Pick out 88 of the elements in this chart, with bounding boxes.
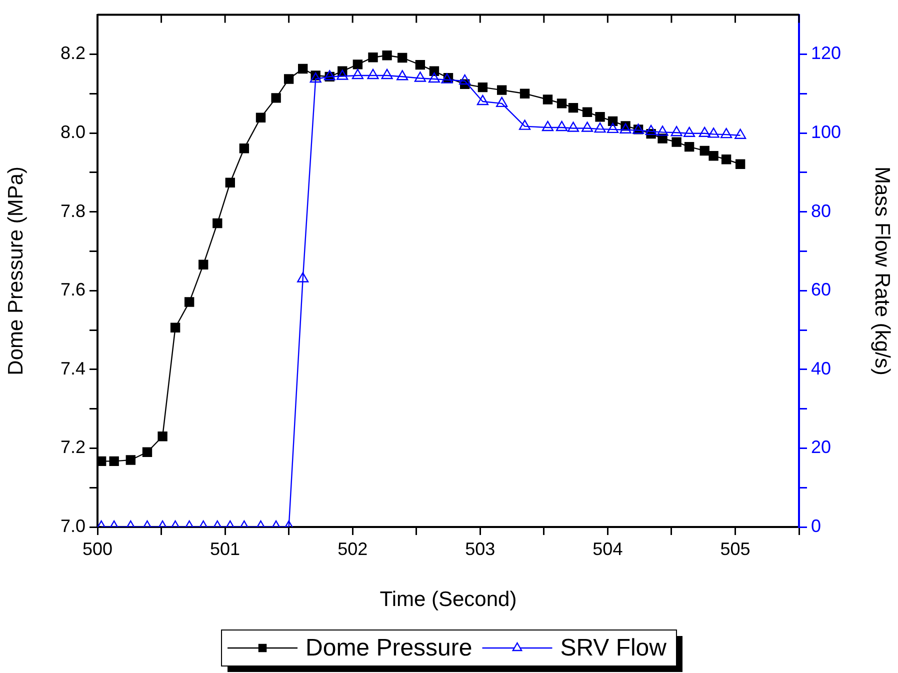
point [606,122,619,134]
point [620,123,632,134]
point [367,68,379,80]
point [352,60,363,70]
point [656,126,668,136]
point [415,60,426,70]
point [582,107,592,117]
point [170,322,180,332]
point [698,126,710,137]
point [645,124,657,136]
y-tick-label: 7.8 [60,200,86,221]
point [428,72,440,83]
y2-tick-label: 100 [811,122,842,142]
point [396,70,408,80]
point [271,93,281,103]
point [595,112,605,122]
y2-tick-label: 0 [811,516,822,536]
x-tick-label: 501 [210,538,240,559]
point [670,126,682,136]
y-tick-label: 7.6 [60,280,86,300]
point [594,122,606,133]
point [478,82,488,92]
point [310,72,322,83]
y-axis-title: Dome Pressure (MPa) [4,166,28,376]
y2-tick-label: 120 [811,43,842,64]
y2-tick-label: 80 [811,200,832,221]
point [225,178,235,188]
y2-tick-label: 20 [811,437,832,458]
x-tick-label: 500 [82,538,113,559]
point [212,218,222,228]
point [336,70,348,80]
point [414,72,426,82]
point [239,144,250,154]
point [708,151,718,161]
point [708,128,720,138]
point [142,447,152,457]
point [298,64,308,74]
y-tick-label: 8.2 [60,43,86,64]
point [198,260,208,270]
y-tick-label: 7.4 [60,358,86,378]
legend-label: SRV Flow [560,634,668,662]
point [684,126,696,137]
point [608,116,618,126]
point [556,98,567,108]
point [581,122,594,132]
y2-axis-title: Mass Flow Rate (kg/s) [870,166,894,376]
point [518,120,531,130]
point [297,272,309,282]
point [397,52,408,63]
y-tick-label: 7.0 [60,516,86,536]
point [158,432,168,442]
point [567,122,580,132]
point [542,120,554,132]
point [496,96,508,108]
point [684,142,694,152]
x-tick-label: 502 [338,538,368,559]
point [672,137,682,147]
x-tick-label: 503 [465,538,496,559]
point [382,50,392,60]
y-tick-label: 8.0 [60,122,86,142]
y2-tick-label: 40 [811,358,832,378]
legend-label: Dome Pressure [306,634,472,662]
point [556,120,568,132]
point [459,74,471,85]
point [542,94,553,104]
x-axis-title: Time (Second) [380,588,517,612]
point [284,74,294,84]
point [520,88,530,98]
point [184,297,194,307]
point [381,68,393,80]
point [700,146,710,156]
point [352,68,364,80]
y2-tick-label: 60 [811,280,832,300]
point [568,102,578,113]
point [496,85,507,95]
point [476,94,488,106]
y-tick-label: 7.2 [60,437,86,458]
point [720,128,732,138]
point [109,456,119,466]
point [734,128,746,139]
point [368,52,378,62]
point [126,455,136,465]
x-tick-label: 504 [592,538,623,559]
x-tick-label: 505 [720,538,750,559]
point [721,154,732,164]
point [256,112,266,122]
point [98,456,106,466]
point [735,159,746,169]
